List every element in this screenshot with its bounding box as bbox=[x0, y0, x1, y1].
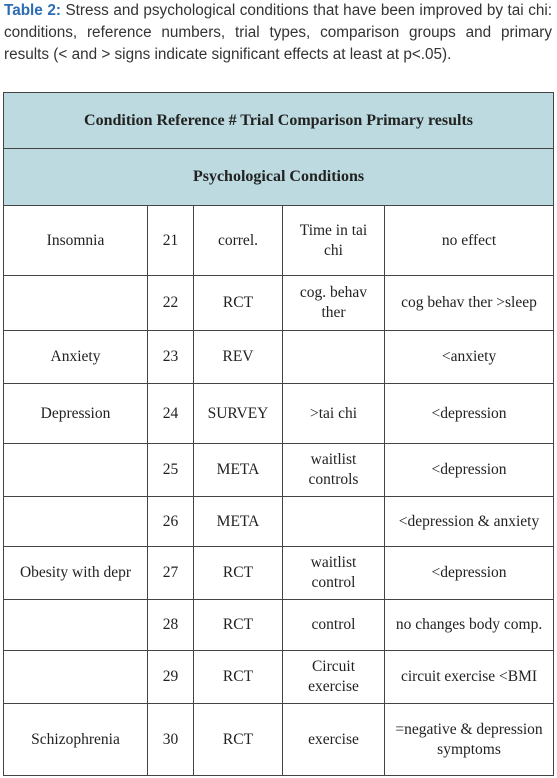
table-row: Schizophrenia 30 RCT exercise =negative & de… bbox=[3, 703, 555, 776]
caption-text: Stress and psychological conditions that… bbox=[4, 2, 553, 63]
cell-ref: 28 bbox=[147, 599, 194, 651]
cell-trial: RCT bbox=[193, 703, 283, 776]
cell-result: <depression bbox=[383, 443, 555, 497]
table-row: Depression 24 SURVEY >tai chi <depression bbox=[3, 383, 555, 444]
cell-ref: 24 bbox=[147, 383, 194, 444]
cell-comparison: waitlist control bbox=[282, 546, 385, 600]
cell-trial: META bbox=[193, 496, 283, 547]
table-row: 22 RCT cog. behav ther cog behav ther >slee… bbox=[3, 275, 555, 331]
cell-ref: 27 bbox=[147, 546, 194, 600]
cell-condition: Obesity with depr bbox=[3, 546, 148, 600]
section-row: Psychological Conditions bbox=[2, 148, 555, 206]
cell-comparison: Time in tai chi bbox=[282, 205, 385, 276]
section-cell: Psychological Conditions bbox=[2, 148, 555, 206]
cell-trial: SURVEY bbox=[193, 383, 283, 444]
table-row: Anxiety 23 REV <anxiety bbox=[3, 330, 555, 384]
cell-condition bbox=[3, 650, 148, 704]
caption: Table 2: Stress and psychological condit… bbox=[4, 0, 552, 66]
cell-ref: 30 bbox=[147, 703, 194, 776]
cell-trial: RCT bbox=[193, 275, 283, 331]
header-cell: Condition Reference # Trial Comparison P… bbox=[2, 92, 555, 149]
cell-result: <anxiety bbox=[383, 330, 555, 384]
table: Condition Reference # Trial Comparison P… bbox=[2, 92, 555, 776]
header-row: Condition Reference # Trial Comparison P… bbox=[2, 92, 555, 149]
cell-trial: RCT bbox=[193, 546, 283, 600]
cell-trial: RCT bbox=[193, 650, 283, 704]
cell-ref: 21 bbox=[147, 205, 194, 276]
cell-result: =negative & depression symptoms bbox=[383, 703, 555, 776]
cell-result: <depression & anxiety bbox=[383, 496, 555, 547]
cell-condition: Schizophrenia bbox=[3, 703, 148, 776]
table-row: 28 RCT control no changes body comp. bbox=[3, 599, 555, 651]
cell-comparison: control bbox=[282, 599, 385, 651]
table-row: 25 META waitlist controls <depression bbox=[3, 443, 555, 497]
cell-condition bbox=[3, 496, 148, 547]
table-row: 26 META <depression & anxiety bbox=[3, 496, 555, 547]
cell-result: circuit exercise <BMI bbox=[383, 650, 555, 704]
cell-condition bbox=[3, 275, 148, 331]
cell-comparison: waitlist controls bbox=[282, 443, 385, 497]
cell-comparison bbox=[282, 330, 385, 384]
cell-comparison bbox=[282, 496, 385, 547]
cell-condition bbox=[3, 599, 148, 651]
cell-result: cog behav ther >sleep bbox=[383, 275, 555, 331]
caption-label: Table 2: bbox=[4, 2, 61, 19]
cell-comparison: exercise bbox=[282, 703, 385, 776]
table-row: 29 RCT Circuit exercise circuit exercise <B… bbox=[3, 650, 555, 704]
cell-trial: REV bbox=[193, 330, 283, 384]
table-row: Insomnia 21 correl. Time in tai chi no effec… bbox=[3, 205, 555, 276]
cell-ref: 23 bbox=[147, 330, 194, 384]
cell-comparison: Circuit exercise bbox=[282, 650, 385, 704]
cell-condition: Insomnia bbox=[3, 205, 148, 276]
cell-condition: Depression bbox=[3, 383, 148, 444]
cell-result: <depression bbox=[383, 383, 555, 444]
cell-ref: 29 bbox=[147, 650, 194, 704]
cell-result: no effect bbox=[383, 205, 555, 276]
cell-ref: 26 bbox=[147, 496, 194, 547]
cell-comparison: >tai chi bbox=[282, 383, 385, 444]
table-row: Obesity with depr 27 RCT waitlist control <d… bbox=[3, 546, 555, 600]
cell-result: no changes body comp. bbox=[383, 599, 555, 651]
cell-comparison: cog. behav ther bbox=[282, 275, 385, 331]
cell-condition bbox=[3, 443, 148, 497]
cell-result: <depression bbox=[383, 546, 555, 600]
cell-trial: correl. bbox=[193, 205, 283, 276]
cell-ref: 25 bbox=[147, 443, 194, 497]
cell-trial: RCT bbox=[193, 599, 283, 651]
cell-condition: Anxiety bbox=[3, 330, 148, 384]
cell-trial: META bbox=[193, 443, 283, 497]
cell-ref: 22 bbox=[147, 275, 194, 331]
